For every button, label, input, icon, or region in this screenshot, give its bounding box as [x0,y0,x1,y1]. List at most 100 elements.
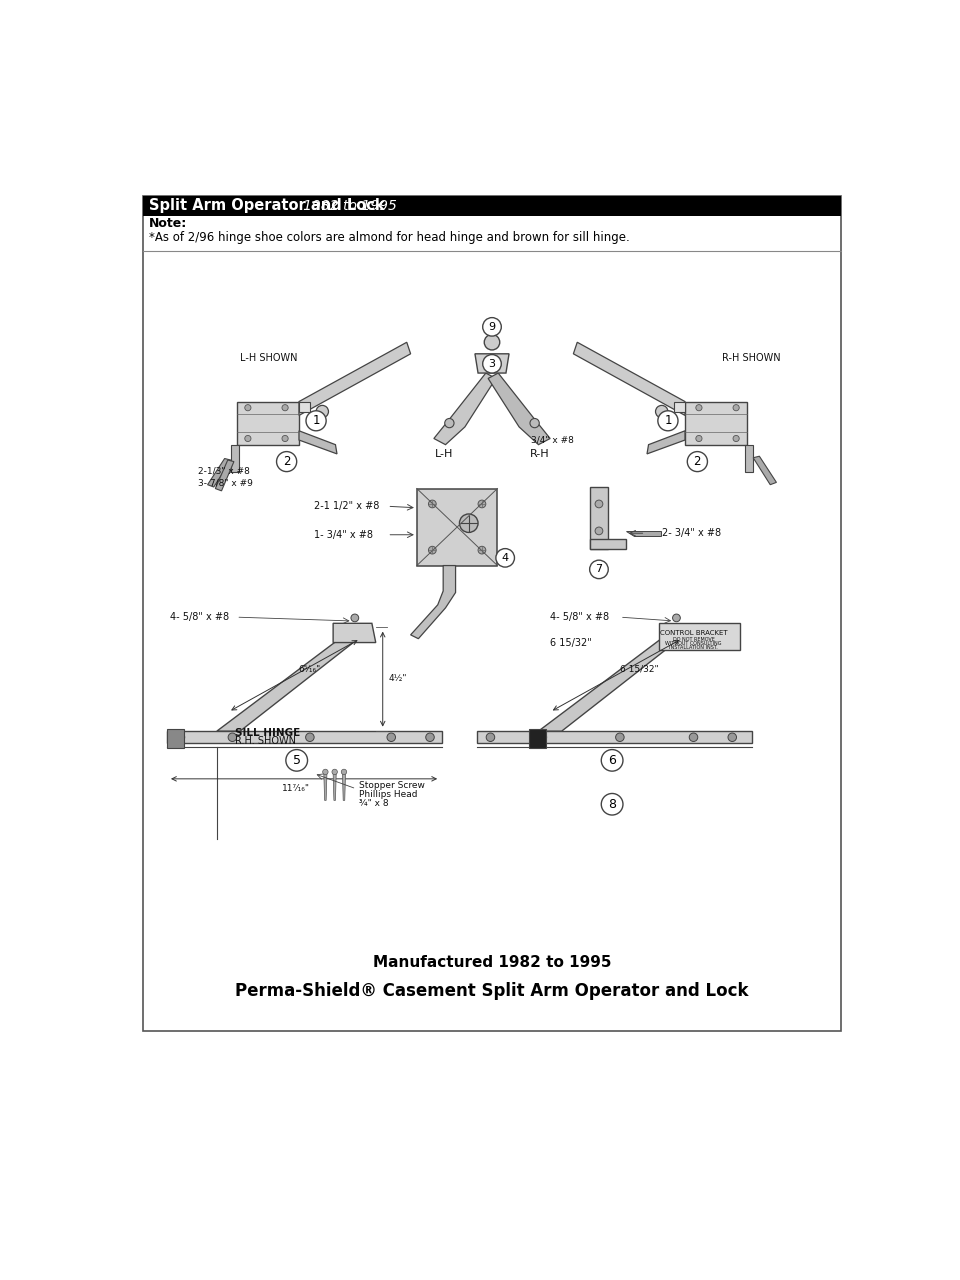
Text: Note:: Note: [149,218,187,230]
Circle shape [228,733,236,741]
Circle shape [306,411,326,431]
Polygon shape [166,731,442,744]
Text: 6 15/32": 6 15/32" [620,666,659,675]
Text: 8: 8 [608,797,616,810]
Circle shape [245,404,251,411]
Polygon shape [230,444,239,471]
Circle shape [245,435,251,442]
Polygon shape [207,458,230,486]
Circle shape [323,769,328,774]
Circle shape [444,419,454,428]
Polygon shape [237,402,299,444]
Text: 6⁵⁄₁₆": 6⁵⁄₁₆" [299,666,321,675]
Text: L-H SHOWN: L-H SHOWN [240,353,298,362]
Polygon shape [488,372,550,444]
Circle shape [478,547,486,554]
Text: DO NOT REMOVE: DO NOT REMOVE [673,637,714,643]
Circle shape [483,317,501,337]
Circle shape [615,733,624,741]
Text: 3: 3 [489,358,495,369]
Circle shape [595,500,603,508]
Circle shape [486,733,494,741]
Polygon shape [659,623,740,650]
Polygon shape [434,372,496,444]
Polygon shape [647,431,685,454]
Circle shape [282,435,288,442]
Polygon shape [539,627,689,731]
Circle shape [658,411,678,431]
Polygon shape [411,566,456,639]
Polygon shape [324,773,327,800]
Polygon shape [166,728,183,748]
Circle shape [728,733,736,741]
Text: ¾" x 8: ¾" x 8 [359,799,389,808]
Text: 2- 3/4" x #8: 2- 3/4" x #8 [662,529,722,538]
Text: 4- 5/8" x #8: 4- 5/8" x #8 [550,612,610,622]
Text: 11⁷⁄₁₆": 11⁷⁄₁₆" [282,783,310,792]
Polygon shape [529,728,546,748]
Text: *As of 2/96 hinge shoe colors are almond for head hinge and brown for sill hinge: *As of 2/96 hinge shoe colors are almond… [149,230,630,244]
Polygon shape [215,460,234,490]
Polygon shape [333,623,375,643]
Circle shape [689,733,698,741]
Polygon shape [299,402,310,412]
Text: 3/4" x #8: 3/4" x #8 [531,435,574,444]
Text: 1: 1 [664,415,672,428]
Circle shape [478,500,486,508]
Polygon shape [217,627,368,731]
Circle shape [601,750,623,771]
Polygon shape [333,773,336,800]
Text: CONTROL BRACKET: CONTROL BRACKET [660,630,728,636]
Text: 1982 to 1995: 1982 to 1995 [290,198,396,212]
Text: 1: 1 [312,415,320,428]
Circle shape [673,614,681,622]
Circle shape [496,549,515,567]
Polygon shape [685,402,747,444]
Text: Phillips Head: Phillips Head [359,790,418,799]
Circle shape [341,769,347,774]
Polygon shape [299,342,411,416]
Circle shape [589,561,609,579]
Circle shape [332,769,337,774]
Text: Manufactured 1982 to 1995: Manufactured 1982 to 1995 [372,955,612,970]
Text: Stopper Screw: Stopper Screw [359,781,424,790]
Text: 3- 7/8" x #9: 3- 7/8" x #9 [199,479,253,488]
Circle shape [733,435,739,442]
Text: Perma-Shield® Casement Split Arm Operator and Lock: Perma-Shield® Casement Split Arm Operato… [235,982,749,1001]
Text: SILL HINGE: SILL HINGE [234,727,300,737]
Text: L-H: L-H [435,449,453,460]
Text: 7: 7 [595,564,603,575]
Text: 4: 4 [502,553,509,563]
Circle shape [530,419,540,428]
Text: 6 15/32": 6 15/32" [550,637,592,648]
Polygon shape [674,402,685,412]
Text: INSTALLATION INST.: INSTALLATION INST. [669,645,718,650]
Text: R-H SHOWN: R-H SHOWN [722,353,780,362]
Circle shape [351,614,359,622]
Text: 1- 3/4" x #8: 1- 3/4" x #8 [314,530,372,540]
Text: WITHOUT CONSULTING: WITHOUT CONSULTING [665,641,722,646]
Polygon shape [476,731,752,744]
Polygon shape [754,456,777,485]
Circle shape [539,733,546,741]
Circle shape [305,733,314,741]
Circle shape [276,452,297,471]
Text: 2: 2 [694,456,701,468]
Circle shape [696,404,702,411]
Text: 9: 9 [489,321,495,332]
Circle shape [428,547,436,554]
Text: 2-1 1/2" x #8: 2-1 1/2" x #8 [314,502,379,511]
Text: R.H. SHOWN: R.H. SHOWN [234,736,296,746]
Circle shape [387,733,396,741]
Circle shape [425,733,434,741]
Text: Split Arm Operator and Lock: Split Arm Operator and Lock [149,198,384,214]
Polygon shape [475,353,509,372]
Text: 4- 5/8" x #8: 4- 5/8" x #8 [170,612,229,622]
Polygon shape [417,489,497,566]
Circle shape [595,527,603,535]
Text: 4½": 4½" [389,675,407,684]
Polygon shape [745,444,754,471]
Circle shape [601,794,623,815]
Circle shape [687,452,708,471]
Bar [143,196,841,216]
